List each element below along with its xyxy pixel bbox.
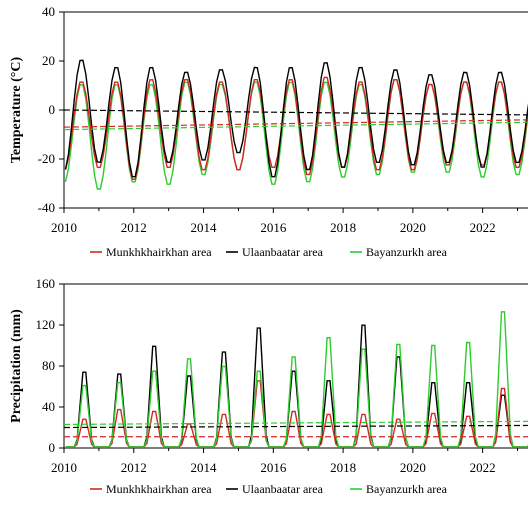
plot-area — [64, 59, 528, 190]
legend-label: Bayanzurkh area — [366, 245, 448, 259]
y-tick-label: 40 — [42, 4, 55, 19]
legend-item-1: Munkhkhairkhan area — [90, 482, 212, 496]
trend-line-3 — [64, 121, 528, 131]
x-tick-label: 2014 — [191, 460, 218, 475]
x-tick-label: 2016 — [260, 220, 287, 235]
series-line-1 — [64, 76, 528, 180]
legend-label: Bayanzurkh area — [366, 482, 448, 496]
y-axis-label: Precipitation (mm) — [9, 309, 24, 423]
legend-item-1: Munkhkhairkhan area — [90, 245, 212, 259]
legend-item-3: Bayanzurkh area — [350, 482, 448, 496]
series-line-2 — [64, 59, 528, 178]
y-tick-label: 0 — [49, 440, 56, 455]
x-tick-label: 2012 — [121, 460, 147, 475]
x-tick-label: 2014 — [191, 220, 218, 235]
trend-line-2 — [64, 109, 528, 116]
y-tick-label: -20 — [38, 151, 55, 166]
plot-area — [64, 311, 528, 448]
legend-item-2: Ulaanbaatar area — [226, 245, 324, 259]
legend-label: Munkhkhairkhan area — [106, 245, 212, 259]
x-tick-label: 2010 — [51, 220, 77, 235]
x-tick-label: 2020 — [400, 220, 426, 235]
trend-line-3 — [64, 420, 528, 426]
y-tick-label: -40 — [38, 200, 55, 215]
legend-label: Ulaanbaatar area — [242, 245, 324, 259]
chart-panel-1: -40 -20 0 20 40 2010 2012 2014 2016 2018 2020 2022 T… — [9, 4, 528, 259]
trend-line-1 — [64, 119, 528, 128]
y-axis-label: Temperature (°C) — [9, 57, 24, 164]
x-tick-label: 2010 — [51, 460, 77, 475]
y-tick-label: 120 — [36, 317, 56, 332]
x-tick-label: 2016 — [260, 460, 287, 475]
x-tick-label: 2022 — [470, 460, 496, 475]
x-tick-label: 2018 — [330, 460, 356, 475]
legend-label: Munkhkhairkhan area — [106, 482, 212, 496]
y-tick-label: 0 — [49, 102, 56, 117]
x-tick-label: 2022 — [470, 220, 496, 235]
y-tick-label: 160 — [36, 276, 56, 291]
y-tick-label: 80 — [42, 358, 55, 373]
y-tick-label: 20 — [42, 53, 55, 68]
y-tick-label: 40 — [42, 399, 55, 414]
legend-label: Ulaanbaatar area — [242, 482, 324, 496]
chart-panel-2: 0 40 80 120 160 2010 2012 2014 2016 2018 2020 2022 P… — [9, 276, 528, 496]
x-tick-label: 2012 — [121, 220, 147, 235]
trend-line-2 — [64, 424, 528, 429]
x-tick-label: 2018 — [330, 220, 356, 235]
series-line-3 — [65, 311, 528, 448]
x-tick-label: 2020 — [400, 460, 426, 475]
legend-item-3: Bayanzurkh area — [350, 245, 448, 259]
legend-item-2: Ulaanbaatar area — [226, 482, 324, 496]
